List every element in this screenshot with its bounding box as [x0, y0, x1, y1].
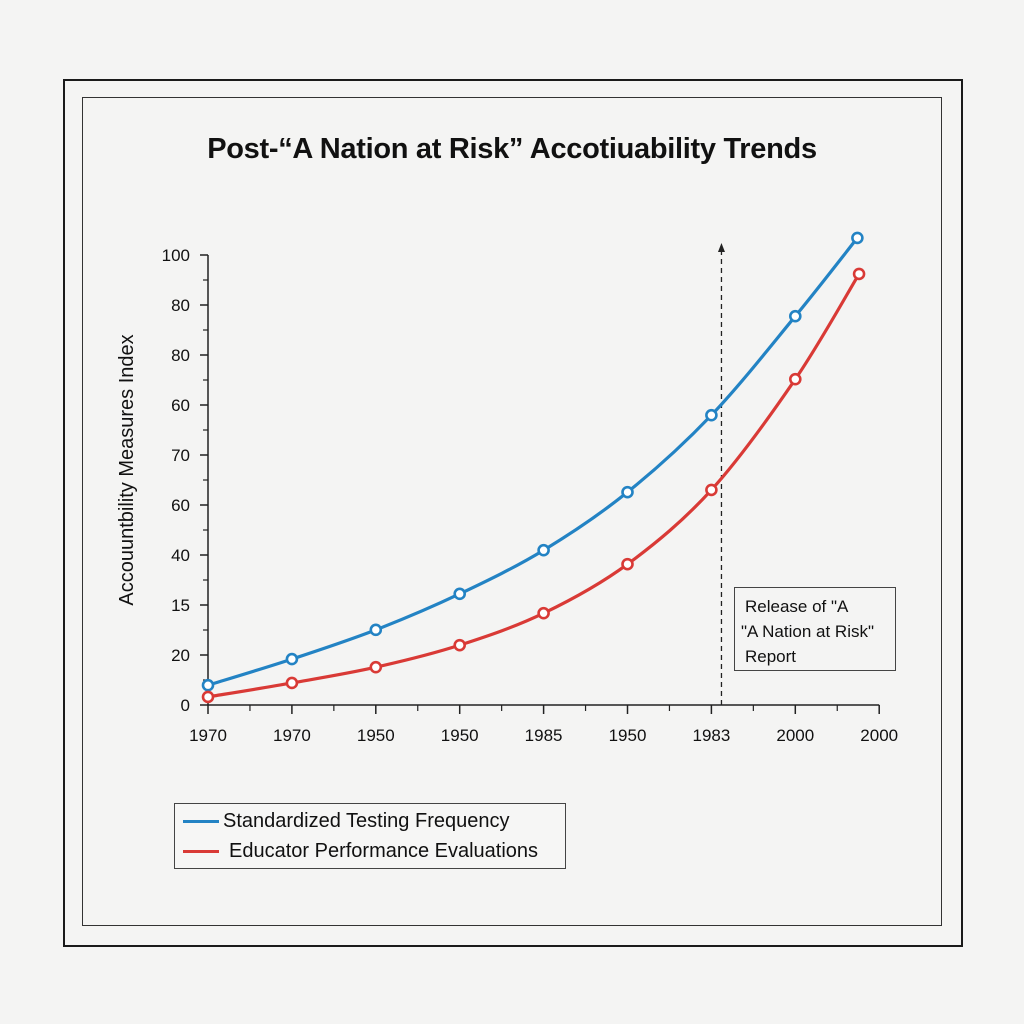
inner-frame: [82, 97, 942, 926]
data-point: [788, 309, 802, 323]
data-point: [453, 587, 467, 601]
y-tick-label: 80: [171, 346, 190, 365]
data-point: [285, 676, 299, 690]
y-tick-label: 20: [171, 646, 190, 665]
data-point: [201, 690, 215, 704]
data-point: [621, 557, 634, 571]
series-line-0: [207, 236, 859, 687]
legend-label: Educator Performance Evaluations: [229, 840, 539, 862]
legend-swatch-blue: [183, 820, 219, 823]
annotation-arrow-icon: [717, 243, 725, 252]
x-tick-label: 1985: [525, 726, 563, 745]
y-tick-label: 80: [171, 296, 190, 315]
y-tick-label: 0: [181, 696, 190, 715]
data-point: [851, 231, 864, 245]
y-tick-label: 100: [162, 246, 190, 265]
x-tick-label: 1950: [357, 726, 395, 745]
data-point: [705, 483, 718, 497]
data-point: [369, 623, 383, 637]
legend-item: Educator Performance Evaluations: [183, 840, 538, 863]
x-tick-label: 1950: [441, 726, 479, 745]
data-point: [621, 485, 634, 499]
legend-swatch-red: [183, 850, 219, 853]
x-tick-label: 2000: [860, 726, 898, 745]
data-point: [537, 606, 550, 620]
annotation-box: Release of "A "A Nation at Risk" Report: [734, 587, 896, 671]
data-point: [705, 408, 718, 422]
data-point: [453, 638, 467, 652]
annotation-line: "A Nation at Risk": [741, 622, 875, 641]
x-tick-label: 1950: [609, 726, 647, 745]
y-tick-label: 60: [171, 496, 190, 515]
legend: Standardized Testing Frequency Educator …: [174, 803, 566, 869]
y-tick-label: 40: [171, 546, 190, 565]
annotation-line: Release of "A: [745, 597, 849, 616]
y-tick-label: 60: [171, 396, 190, 415]
legend-item: Standardized Testing Frequency: [183, 810, 509, 833]
data-point: [285, 652, 299, 666]
data-point: [201, 678, 215, 692]
annotation-line: Report: [745, 647, 797, 666]
chart-title: Post-“A Nation at Risk” Accotiuability T…: [207, 133, 817, 165]
y-tick-label: 70: [171, 446, 190, 465]
series-line-1: [207, 273, 861, 699]
x-tick-label: 1983: [692, 726, 730, 745]
outer-frame: [63, 79, 963, 947]
x-tick-label: 1970: [189, 726, 227, 745]
data-point: [852, 267, 866, 281]
data-point: [537, 543, 550, 557]
x-tick-label: 2000: [776, 726, 814, 745]
legend-label: Standardized Testing Frequency: [223, 810, 510, 832]
y-axis-label: Accouuntbility Measures Index: [116, 334, 138, 605]
data-point: [369, 660, 383, 674]
x-tick-label: 1970: [273, 726, 311, 745]
y-tick-label: 15: [171, 596, 190, 615]
data-point: [788, 372, 802, 386]
